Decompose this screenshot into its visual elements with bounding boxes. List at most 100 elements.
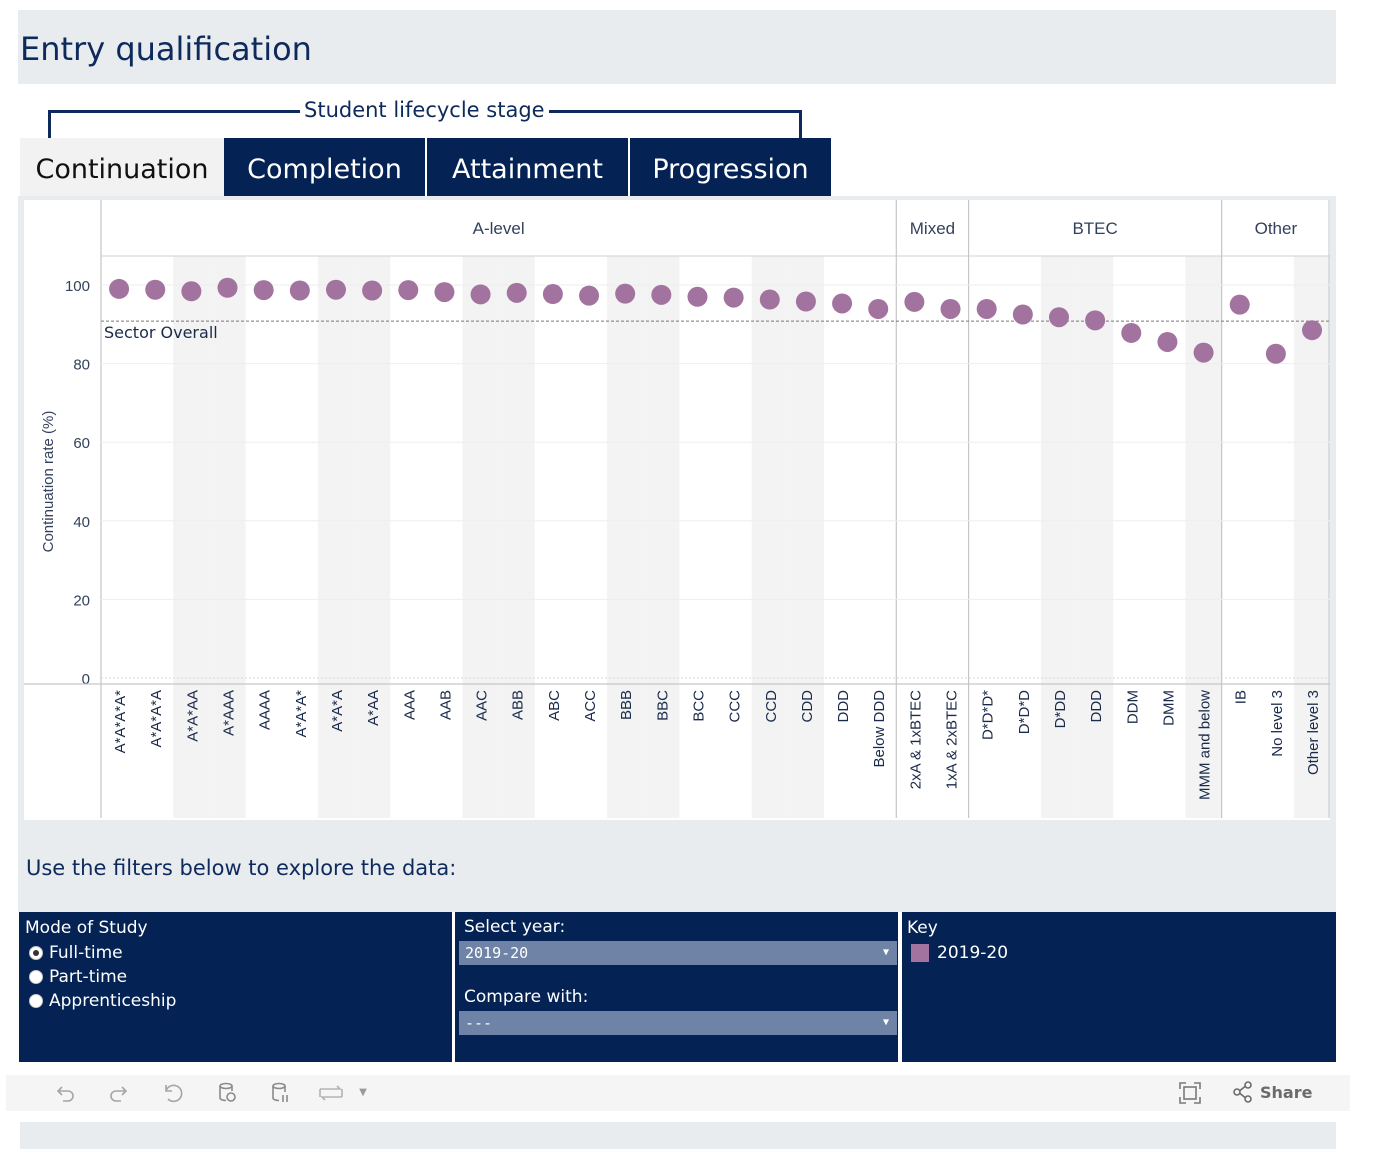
data-point xyxy=(181,281,202,302)
stage-bracket-right xyxy=(799,110,802,138)
data-point xyxy=(398,280,419,301)
y-tick-label: 60 xyxy=(73,435,90,452)
radio-full-time[interactable]: Full-time xyxy=(29,941,176,965)
compare-select-value: --- xyxy=(465,1014,493,1032)
tab-progression[interactable]: Progression xyxy=(630,138,831,196)
data-point xyxy=(723,287,744,308)
radio-part-time[interactable]: Part-time xyxy=(29,965,176,989)
radio-apprenticeship[interactable]: Apprenticeship xyxy=(29,989,176,1013)
key-label: 2019-20 xyxy=(937,943,1009,963)
key-panel: Key 2019-20 xyxy=(902,912,1336,1062)
redo-icon[interactable] xyxy=(106,1081,130,1105)
data-point xyxy=(434,282,455,303)
x-tick-label: D*DD xyxy=(1052,690,1069,729)
mode-of-study-panel: Mode of Study Full-time Part-time Appren… xyxy=(19,912,452,1062)
column-band xyxy=(1040,256,1078,818)
data-point xyxy=(1048,307,1069,328)
x-tick-label: D*D*D* xyxy=(980,690,997,740)
data-point xyxy=(109,278,130,299)
toggle-icon[interactable] xyxy=(316,1081,346,1105)
x-tick-label: AAB xyxy=(437,690,454,720)
column-band xyxy=(173,256,210,818)
x-tick-label: DMM xyxy=(1160,690,1177,726)
x-tick-label: A*A*A* xyxy=(293,690,310,738)
select-year-title: Select year: xyxy=(464,917,566,937)
revert-icon[interactable] xyxy=(161,1081,185,1105)
x-tick-label: A*A*A*A* xyxy=(112,690,129,754)
share-button[interactable]: Share xyxy=(1232,1081,1312,1103)
radio-label: Apprenticeship xyxy=(49,991,177,1011)
data-point xyxy=(362,280,383,301)
data-point xyxy=(470,284,491,305)
data-point xyxy=(1229,294,1250,315)
x-tick-label: No level 3 xyxy=(1269,690,1286,757)
group-header-a-level: A-level xyxy=(473,219,525,238)
key-swatch xyxy=(911,944,929,962)
dropdown-caret-icon[interactable]: ▼ xyxy=(359,1087,367,1098)
pause-data-icon[interactable] xyxy=(268,1081,292,1105)
radio-button[interactable] xyxy=(29,994,43,1008)
data-point xyxy=(687,286,708,307)
x-tick-label: BCC xyxy=(690,690,707,722)
x-tick-label: A*AA xyxy=(365,690,382,726)
data-point xyxy=(832,293,853,314)
y-axis-label: Continuation rate (%) xyxy=(40,411,57,553)
refresh-data-icon[interactable] xyxy=(215,1081,239,1105)
data-point xyxy=(759,289,780,310)
toolbar: ▼ Share xyxy=(6,1075,1350,1111)
tab-completion[interactable]: Completion xyxy=(224,138,425,196)
column-band xyxy=(1077,256,1114,818)
data-point xyxy=(976,298,997,319)
data-point xyxy=(506,282,527,303)
x-tick-label: Below DDD xyxy=(871,690,888,768)
share-icon xyxy=(1233,1081,1252,1103)
x-tick-label: 2xA & 1xBTEC xyxy=(907,690,924,789)
data-point xyxy=(1012,304,1033,325)
x-tick-label: AAAA xyxy=(257,690,274,730)
x-tick-label: A*A*A*A xyxy=(148,690,165,748)
x-tick-label: CCC xyxy=(727,690,744,723)
x-tick-label: 1xA & 2xBTEC xyxy=(944,690,961,789)
fullscreen-icon[interactable] xyxy=(1178,1081,1202,1105)
data-point xyxy=(615,283,636,304)
tab-continuation[interactable]: Continuation xyxy=(20,138,224,196)
x-tick-label: CCD xyxy=(763,690,780,723)
x-tick-label: DDM xyxy=(1124,690,1141,724)
stage-bracket-left xyxy=(48,110,51,138)
tab-label: Continuation xyxy=(35,154,209,185)
data-point xyxy=(145,279,166,300)
mode-of-study-title: Mode of Study xyxy=(25,918,148,938)
group-header-mixed: Mixed xyxy=(910,219,955,238)
compare-select[interactable]: --- ▼ xyxy=(459,1011,897,1035)
data-point xyxy=(1302,320,1323,341)
undo-icon[interactable] xyxy=(54,1081,78,1105)
data-point xyxy=(1121,322,1142,343)
column-band xyxy=(607,256,644,818)
data-point xyxy=(325,279,346,300)
data-point xyxy=(289,280,310,301)
column-band xyxy=(209,256,246,818)
radio-label: Full-time xyxy=(49,943,123,963)
radio-button[interactable] xyxy=(29,946,43,960)
chart-container: A-level Mixed BTEC Other 0 20 40 60 80 100 Continu… xyxy=(18,196,1336,826)
tab-attainment[interactable]: Attainment xyxy=(427,138,628,196)
x-tick-label: AAC xyxy=(474,690,491,721)
y-tick-label: 20 xyxy=(73,592,90,609)
radio-button[interactable] xyxy=(29,970,43,984)
tab-label: Completion xyxy=(247,154,402,185)
x-tick-label: ABC xyxy=(546,690,563,721)
year-panel: Select year: 2019-20 ▼ Compare with: ---… xyxy=(455,912,898,1062)
x-tick-label: A*A*AA xyxy=(184,690,201,742)
data-point xyxy=(542,284,563,305)
column-band xyxy=(1293,256,1330,818)
x-tick-label: BBB xyxy=(618,690,635,720)
data-point xyxy=(579,285,600,306)
compare-with-title: Compare with: xyxy=(464,987,589,1007)
column-band xyxy=(751,256,788,818)
data-point xyxy=(904,291,925,312)
year-select[interactable]: 2019-20 ▼ xyxy=(459,941,897,965)
x-tick-label: DDD xyxy=(1088,690,1105,723)
filters-band: Use the filters below to explore the dat… xyxy=(18,826,1336,912)
tab-label: Progression xyxy=(652,154,809,185)
y-tick-label: 0 xyxy=(82,671,90,688)
